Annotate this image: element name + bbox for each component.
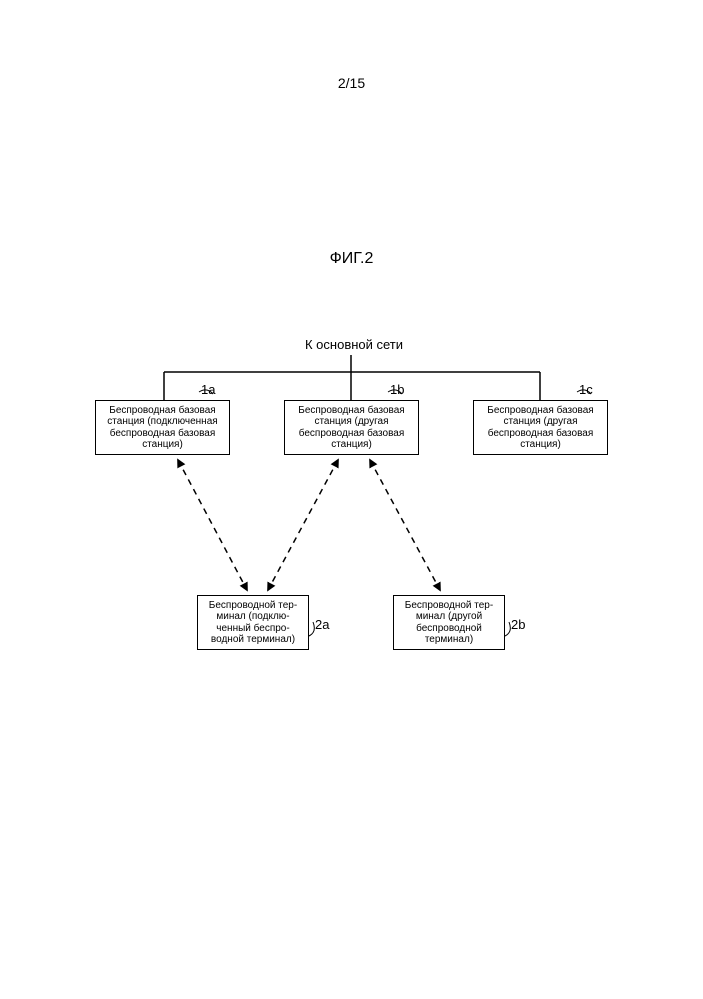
ref-label-2a: 2a xyxy=(315,617,329,632)
ref-label-1c: 1c xyxy=(579,382,593,397)
node-terminal-a: Беспроводной тер- минал (подклю- ченный … xyxy=(197,595,309,650)
node-base-station-c: Беcпроводная базовая станция (другая бес… xyxy=(473,400,608,455)
ref-label-1b: 1b xyxy=(390,382,404,397)
node-base-station-a: Беcпроводная базовая станция (подключенн… xyxy=(95,400,230,455)
ref-label-2b: 2b xyxy=(511,617,525,632)
page-number: 2/15 xyxy=(0,75,703,91)
figure-title: ФИГ.2 xyxy=(0,250,703,268)
ref-label-1a: 1a xyxy=(201,382,215,397)
diagram-lines xyxy=(0,0,703,999)
node-base-station-b: Беcпроводная базовая станция (другая бес… xyxy=(284,400,419,455)
core-network-label: К основной сети xyxy=(305,337,403,352)
node-terminal-b: Беспроводной тер- минал (другой беспрово… xyxy=(393,595,505,650)
